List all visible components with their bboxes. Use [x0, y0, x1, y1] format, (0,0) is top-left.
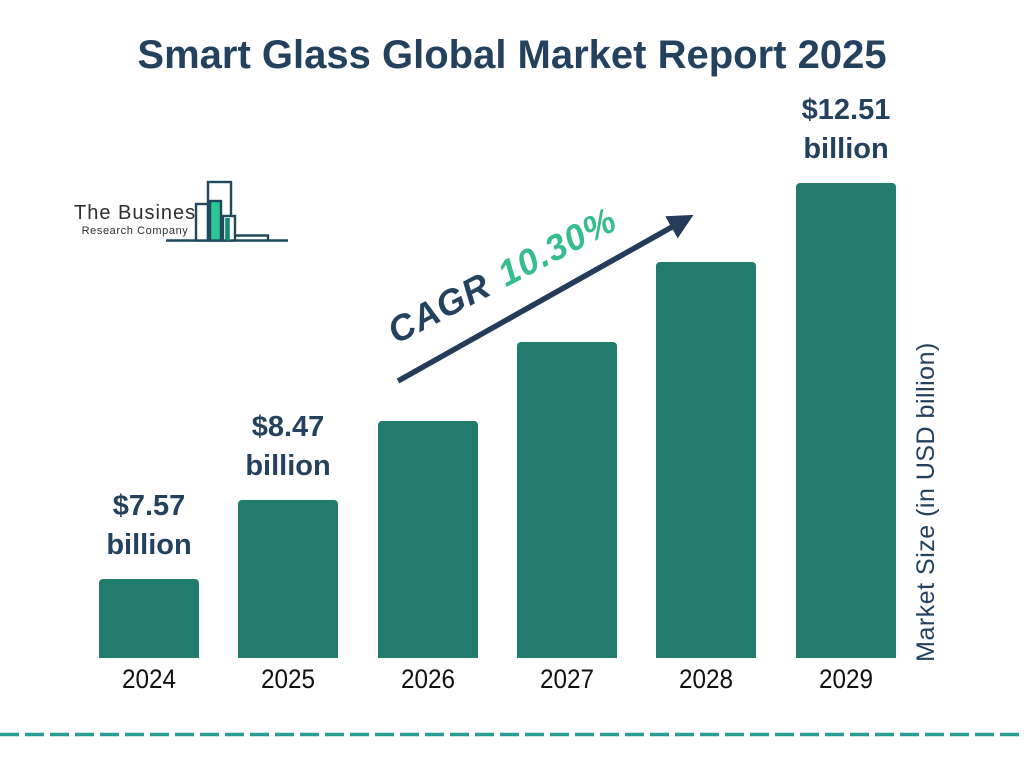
- value-label-2024: $7.57 billion: [69, 487, 229, 565]
- bar-2029: [796, 183, 896, 658]
- value-label-amount: $7.57: [112, 490, 186, 522]
- y-axis-label: Market Size (in USD billion): [912, 342, 940, 662]
- bar-2025: [238, 500, 338, 658]
- logo-text: The Business Research Company: [74, 201, 208, 238]
- x-tick-2026: 2026: [400, 664, 456, 694]
- bar-2027: [517, 342, 617, 658]
- bar-2026: [378, 421, 478, 658]
- x-tick-2028: 2028: [678, 664, 734, 694]
- bar-2028: [656, 262, 756, 658]
- x-tick-2024: 2024: [121, 664, 177, 694]
- value-label-2029: $12.51 billion: [766, 91, 926, 169]
- value-label-2025: $8.47 billion: [208, 408, 368, 486]
- logo-company-subname: Research Company: [81, 225, 189, 237]
- logo-bars-icon: [160, 176, 290, 246]
- x-tick-2025: 2025: [260, 664, 316, 694]
- value-label-unit: billion: [245, 450, 331, 482]
- bar-2024: [99, 579, 199, 658]
- value-label-unit: billion: [106, 529, 192, 561]
- x-tick-2027: 2027: [539, 664, 595, 694]
- value-label-amount: $12.51: [801, 94, 891, 126]
- logo-company-name: The Business: [74, 202, 208, 224]
- value-label-amount: $8.47: [251, 411, 325, 443]
- x-tick-2029: 2029: [818, 664, 874, 694]
- value-label-unit: billion: [803, 133, 889, 165]
- bottom-dashed-divider: [0, 732, 1024, 737]
- page-title: Smart Glass Global Market Report 2025: [137, 33, 887, 77]
